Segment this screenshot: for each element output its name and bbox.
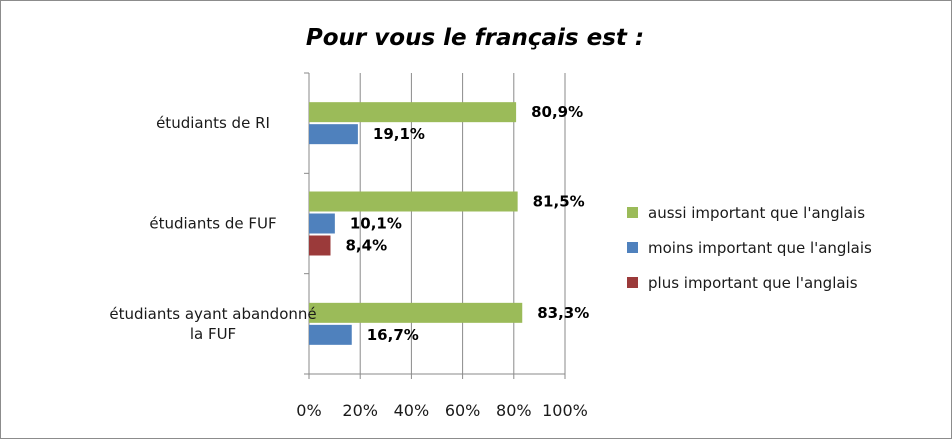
bar (309, 324, 352, 345)
legend-label: moins important que l'anglais (648, 239, 872, 257)
x-tick-label: 40% (394, 401, 430, 420)
data-label: 8,4% (346, 237, 388, 255)
category-label: étudiants de FUF (149, 215, 276, 233)
legend: aussi important que l'anglais moins impor… (627, 204, 872, 292)
category-label: étudiants de RI (156, 114, 270, 132)
data-label: 10,1% (350, 215, 402, 233)
chart-title: Pour vous le français est : (306, 25, 644, 51)
data-label: 81,5% (533, 193, 585, 211)
data-label: 16,7% (367, 326, 419, 344)
legend-label: aussi important que l'anglais (648, 204, 865, 222)
plot-area: 0% 20% 40% 60% 80% 100% 80,9% 19,1% étudiants de… (109, 72, 589, 420)
x-tick-label: 0% (296, 401, 321, 420)
data-label: 83,3% (537, 304, 589, 322)
bar (309, 302, 523, 323)
data-label: 19,1% (373, 125, 425, 143)
x-tick-label: 20% (342, 401, 378, 420)
category-label: la FUF (190, 325, 236, 343)
bar (309, 102, 517, 123)
legend-swatch (627, 277, 638, 288)
bar (309, 213, 335, 234)
bar (309, 124, 358, 145)
bar (309, 235, 331, 256)
bar (309, 191, 518, 212)
category-label: étudiants ayant abandonné (109, 305, 316, 323)
data-label: 80,9% (531, 103, 583, 121)
x-tick-label: 80% (496, 401, 532, 420)
x-tick-label: 100% (542, 401, 588, 420)
x-tick-label: 60% (445, 401, 481, 420)
legend-swatch (627, 242, 638, 253)
legend-swatch (627, 207, 638, 218)
legend-label: plus important que l'anglais (648, 274, 858, 292)
